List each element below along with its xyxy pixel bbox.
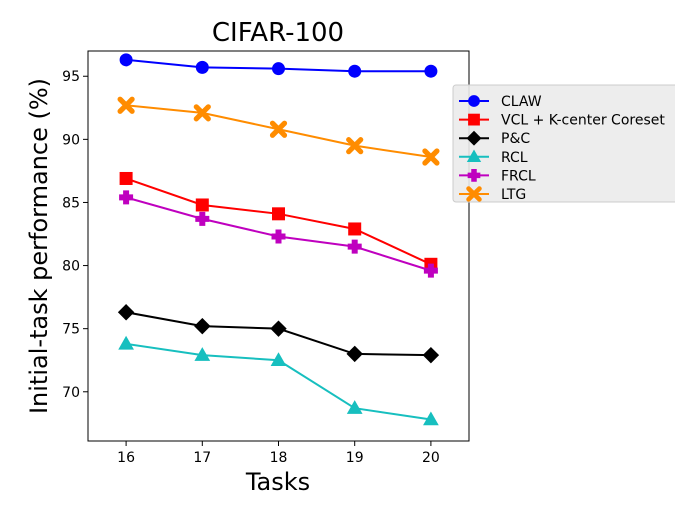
x-tick-label: 18 (270, 450, 288, 466)
data-point (424, 64, 438, 78)
series-p-c (117, 304, 440, 364)
data-point (194, 317, 211, 335)
legend-marker (468, 113, 480, 126)
chart-title: CIFAR-100 (212, 18, 344, 48)
series-ltg (117, 96, 440, 166)
data-point (272, 62, 285, 76)
legend-label: VCL + K-center Coreset (501, 113, 665, 129)
data-point (347, 239, 362, 254)
data-point (348, 64, 362, 78)
y-tick-label: 90 (62, 132, 80, 148)
data-point (269, 120, 288, 138)
data-point (271, 229, 286, 244)
legend-marker (468, 95, 480, 107)
x-tick-label: 20 (422, 450, 440, 466)
legend: CLAW VCL + K-center Coreset P&C RCL FRCL LTG (452, 84, 675, 203)
data-point (270, 320, 287, 337)
data-point (117, 304, 135, 321)
y-axis: 70 75 80 85 90 95 (62, 69, 88, 401)
legend-label: RCL (501, 150, 528, 166)
data-point (195, 211, 210, 226)
data-point (348, 222, 362, 236)
legend-marker (466, 130, 482, 146)
x-tick-label: 17 (193, 450, 211, 466)
series-layer (117, 53, 440, 426)
legend-label: CLAW (501, 94, 542, 110)
data-point (193, 104, 211, 122)
data-point (272, 207, 285, 221)
series-line (125, 177, 432, 266)
data-point (423, 263, 438, 278)
plot-frame (87, 50, 470, 442)
data-point (423, 411, 439, 426)
legend-marker (466, 149, 482, 163)
data-point (119, 171, 133, 185)
legend-box (452, 84, 675, 203)
x-axis-label: Tasks (245, 468, 310, 496)
series-claw (119, 53, 438, 78)
legend-label: FRCL (501, 168, 536, 184)
data-point (346, 345, 363, 363)
x-tick-label: 19 (346, 450, 364, 466)
legend-item: FRCL (459, 168, 536, 184)
data-point (346, 400, 363, 414)
data-point (195, 60, 209, 74)
series-rcl (118, 335, 439, 426)
series-frcl (119, 190, 438, 278)
legend-item: LTG (459, 186, 526, 203)
legend-item: CLAW (459, 94, 542, 110)
y-axis-label: Initial-task performance (%) (25, 78, 53, 414)
data-point (270, 352, 287, 366)
legend-label: LTG (501, 187, 526, 203)
legend-marker (466, 186, 482, 202)
y-tick-label: 80 (62, 259, 80, 275)
data-point (194, 347, 211, 361)
legend-item: RCL (459, 149, 528, 166)
series-vcl-k-center-coreset (119, 171, 438, 271)
x-axis: 16 17 18 19 20 (117, 441, 440, 466)
y-tick-label: 70 (62, 385, 80, 401)
data-point (195, 198, 209, 212)
y-tick-label: 95 (62, 69, 80, 85)
legend-item: P&C (459, 130, 530, 147)
y-tick-label: 75 (62, 322, 80, 338)
data-point (422, 148, 440, 166)
legend-item: VCL + K-center Coreset (459, 113, 665, 129)
legend-marker (467, 169, 481, 182)
x-tick-label: 16 (117, 450, 135, 466)
data-point (422, 346, 440, 364)
data-point (119, 190, 134, 205)
data-point (346, 137, 364, 155)
y-tick-label: 85 (62, 195, 80, 211)
data-point (118, 335, 134, 350)
data-point (119, 53, 133, 67)
legend-label: P&C (501, 131, 530, 147)
data-point (117, 96, 135, 114)
